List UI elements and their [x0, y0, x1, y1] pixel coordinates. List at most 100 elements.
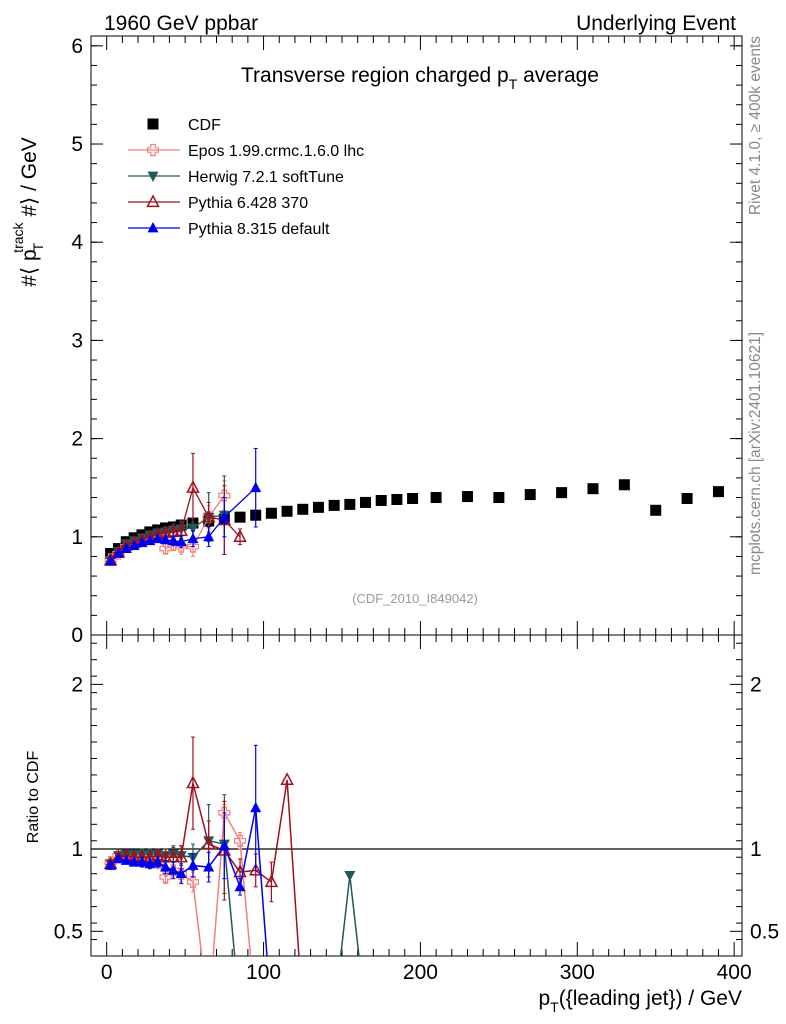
ratio-point	[136, 856, 148, 867]
data-point	[201, 509, 216, 523]
x-tick-label: 200	[403, 961, 438, 984]
x-axis-label-b: ({leading jet}) / GeV	[559, 987, 742, 1010]
data-point	[430, 492, 442, 504]
data-point	[187, 523, 199, 535]
y-tick-label: 5	[71, 133, 83, 156]
header-right: Underlying Event	[576, 12, 736, 35]
legend-item: Pythia 8.315 default	[128, 221, 330, 238]
y-tick-label-right: 2	[750, 673, 762, 696]
ratio-plot-area	[91, 736, 742, 956]
data-point	[167, 534, 179, 546]
data-point	[360, 496, 372, 508]
ratio-point	[250, 801, 262, 813]
legend-marker	[146, 194, 160, 208]
data-point	[233, 529, 247, 542]
y-tick-label: 3	[71, 329, 83, 352]
data-point	[556, 487, 568, 499]
legend-label: Herwig 7.2.1 softTune	[188, 169, 344, 186]
ratio-point	[264, 874, 279, 888]
data-point	[618, 479, 630, 491]
data-point	[297, 503, 309, 515]
ratio-series-herwig-7-2-1-softtune	[105, 794, 360, 956]
ratio-point	[187, 859, 199, 870]
ratio-point	[186, 775, 200, 789]
ratio-point	[175, 867, 187, 879]
data-point	[265, 507, 277, 519]
data-point	[234, 511, 246, 523]
main-ylabel-a: #⟨ p	[18, 249, 41, 286]
data-point	[493, 492, 505, 504]
plot-title-tail: average	[517, 64, 599, 87]
legend-item: Herwig 7.2.1 softTune	[128, 169, 344, 186]
ratio-point	[120, 854, 132, 865]
ratio-panel-frame	[90, 634, 743, 957]
ratio-point	[160, 861, 172, 872]
data-point	[105, 555, 117, 566]
ratio-point	[203, 861, 215, 872]
legend-item: Pythia 6.428 370	[128, 194, 308, 212]
main-ylabel: #⟨ pTtrack #⟩ / GeV	[10, 137, 46, 287]
data-point	[250, 481, 262, 493]
legend: CDF Epos 1.99.crmc.1.6.0 lhc Herwig 7.2.1 …	[128, 117, 364, 238]
x-axis-label-a: p	[538, 987, 550, 1010]
data-point	[152, 532, 164, 544]
data-point	[174, 523, 188, 537]
ratio-point	[280, 772, 294, 786]
plot-title-main: Transverse region charged p	[241, 64, 509, 87]
rivet-label: Rivet 4.1.0, ≥ 400k events	[747, 36, 764, 215]
data-point	[203, 530, 215, 542]
plot-title: Transverse region charged pT average	[241, 64, 599, 92]
data-point	[650, 504, 662, 516]
ratio-axis-ticks: 0.5 0.5 1 1 2 2 0 100 200 300 400	[54, 36, 779, 984]
legend-label: Pythia 6.428 370	[188, 195, 308, 212]
ratio-point	[174, 849, 188, 863]
legend-marker	[146, 143, 160, 157]
data-point	[218, 511, 230, 522]
data-point	[391, 493, 403, 505]
data-point	[186, 540, 200, 553]
ratio-point	[234, 880, 246, 892]
y-tick-label-zero: 0	[71, 624, 83, 647]
y-tick-label-right: 1	[750, 838, 762, 861]
ratio-point	[201, 836, 216, 850]
data-point	[712, 486, 724, 498]
legend-marker	[147, 171, 159, 183]
ratio-point	[218, 839, 230, 851]
data-point	[175, 535, 187, 547]
x-tick-label: 400	[717, 961, 752, 984]
ratio-ylabel: Ratio to CDF	[25, 751, 42, 844]
main-axis-ticks: 1 2 3 4 5 6 0	[71, 35, 742, 647]
legend-marker	[147, 118, 159, 130]
main-ylabel-sub: T	[30, 242, 46, 251]
analysis-watermark: (CDF_2010_I849042)	[352, 591, 478, 606]
data-point	[587, 483, 599, 495]
data-point	[112, 547, 124, 558]
y-tick-label: 6	[71, 35, 83, 58]
header-left: 1960 GeV ppbar	[104, 12, 258, 35]
main-ylabel-sup: track	[10, 221, 26, 252]
ratio-series-pythia-8-315-default	[105, 744, 268, 956]
data-point	[681, 493, 693, 505]
data-point	[120, 542, 132, 553]
x-axis-label: pT({leading jet}) / GeV	[538, 987, 742, 1015]
data-point	[375, 494, 387, 506]
x-tick-label: 300	[560, 961, 595, 984]
data-point	[187, 532, 199, 544]
ratio-point	[159, 870, 172, 884]
data-point	[160, 533, 172, 545]
data-point	[344, 498, 356, 510]
y-tick-label: 1	[71, 838, 83, 861]
main-ylabel-b: #⟩ / GeV	[18, 137, 41, 222]
data-point	[524, 489, 536, 501]
data-point	[281, 505, 293, 517]
ratio-point	[218, 806, 231, 819]
ratio-point	[152, 856, 164, 867]
x-tick-label: 100	[246, 961, 281, 984]
data-point	[218, 489, 231, 502]
legend-label: CDF	[188, 117, 221, 134]
y-tick-label: 2	[71, 428, 83, 451]
legend-label: Epos 1.99.crmc.1.6.0 lhc	[188, 143, 364, 160]
ratio-point	[105, 859, 117, 870]
ratio-point	[128, 856, 140, 867]
legend-label: Pythia 8.315 default	[188, 221, 330, 238]
